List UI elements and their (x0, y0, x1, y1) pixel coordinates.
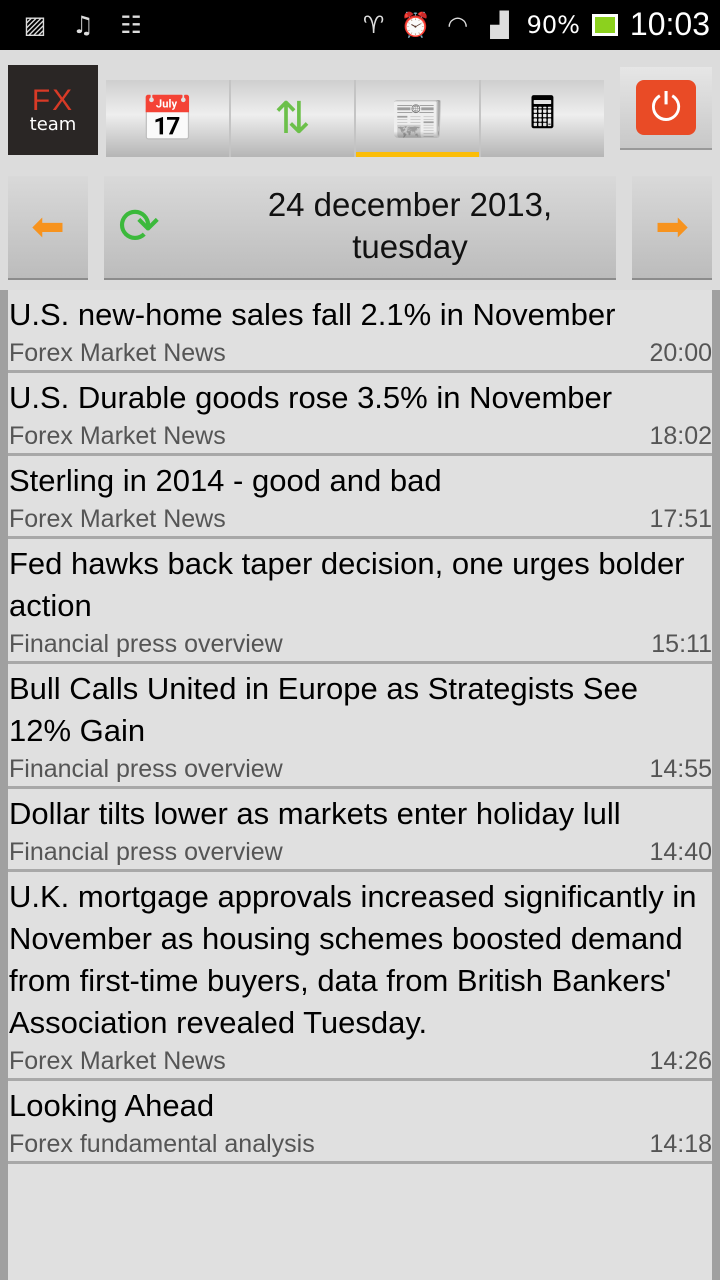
image-notification-icon: ▨ (23, 11, 47, 39)
date-label: 24 december 2013, (267, 186, 553, 223)
news-time: 14:18 (649, 1130, 712, 1158)
news-title: U.S. new-home sales fall 2.1% in Novembe… (9, 297, 616, 332)
clock: 10:03 (629, 6, 710, 42)
news-title: Sterling in 2014 - good and bad (9, 463, 442, 498)
news-title: U.S. Durable goods rose 3.5% in November (9, 380, 613, 415)
tab-news[interactable]: 📰 (356, 80, 481, 157)
nfc-icon: ♈ (362, 10, 385, 39)
news-time: 15:11 (651, 630, 712, 658)
up-down-arrows-icon: ⇅ (274, 93, 311, 144)
signal-icon: ▟ (490, 10, 509, 39)
news-item[interactable]: Looking Ahead Forex fundamental analysis… (8, 1081, 712, 1164)
news-source: Forex Market News (9, 422, 226, 450)
news-title: U.K. mortgage approvals increased signif… (9, 879, 697, 1040)
news-title: Bull Calls United in Europe as Strategis… (9, 671, 638, 748)
news-time: 17:51 (649, 505, 712, 533)
news-list: U.S. new-home sales fall 2.1% in Novembe… (0, 290, 720, 1280)
previous-day-button[interactable]: ⬅ (8, 176, 88, 280)
weekday-label: tuesday (352, 228, 468, 265)
calculator-icon: 🖩 (529, 88, 556, 139)
power-button[interactable]: ⏻ (620, 67, 712, 150)
news-item[interactable]: Dollar tilts lower as markets enter holi… (8, 789, 712, 872)
battery-percent: 90% (526, 10, 580, 39)
tab-calculator[interactable]: 🖩 (481, 80, 604, 157)
news-source: Forex Market News (9, 505, 226, 533)
date-navigation: ⬅ ⟳ 24 december 2013, tuesday ➡ (0, 165, 720, 290)
tab-calendar[interactable]: 📅 (106, 80, 231, 157)
news-time: 14:26 (649, 1047, 712, 1075)
news-source: Financial press overview (9, 838, 283, 866)
news-time: 14:40 (649, 838, 712, 866)
app-logo: FX team (8, 65, 98, 155)
news-source: Forex fundamental analysis (9, 1130, 315, 1158)
news-item[interactable]: U.S. new-home sales fall 2.1% in Novembe… (8, 290, 712, 373)
next-day-button[interactable]: ➡ (632, 176, 712, 280)
news-time: 18:02 (649, 422, 712, 450)
power-icon: ⏻ (636, 80, 696, 135)
news-title: Dollar tilts lower as markets enter holi… (9, 796, 621, 831)
calendar-icon: 📅 (140, 93, 195, 145)
news-item[interactable]: U.S. Durable goods rose 3.5% in November… (8, 373, 712, 456)
arrow-left-icon: ⬅ (31, 204, 65, 250)
news-item[interactable]: Sterling in 2014 - good and bad Forex Ma… (8, 456, 712, 539)
sync-error-icon: ☷ (120, 11, 142, 39)
refresh-icon: ⟳ (118, 197, 160, 255)
news-title: Fed hawks back taper decision, one urges… (9, 546, 685, 623)
news-item[interactable]: Bull Calls United in Europe as Strategis… (8, 664, 712, 789)
news-source: Forex Market News (9, 339, 226, 367)
news-time: 14:55 (649, 755, 712, 783)
news-item[interactable]: Fed hawks back taper decision, one urges… (8, 539, 712, 664)
news-source: Forex Market News (9, 1047, 226, 1075)
wifi-icon: ◠ (447, 10, 469, 39)
tab-quotes[interactable]: ⇅ (231, 80, 356, 157)
alarm-icon: ⏰ (400, 10, 431, 39)
status-bar: ▨ ♫ ☷ ♈ ⏰ ◠ ▟ 90% 10:03 (0, 0, 720, 50)
media-notification-icon: ♫ (72, 11, 94, 39)
news-source: Financial press overview (9, 630, 283, 658)
toolbar: FX team 📅 ⇅ 📰 🖩 ⏻ (0, 50, 720, 165)
news-title: Looking Ahead (9, 1088, 215, 1123)
news-item[interactable]: U.K. mortgage approvals increased signif… (8, 872, 712, 1081)
battery-icon (591, 13, 618, 36)
news-time: 20:00 (649, 339, 712, 367)
arrow-right-icon: ➡ (655, 204, 689, 250)
newspaper-icon: 📰 (390, 93, 445, 145)
date-refresh-button[interactable]: ⟳ 24 december 2013, tuesday (104, 176, 616, 280)
tab-bar: 📅 ⇅ 📰 🖩 (106, 80, 604, 157)
news-source: Financial press overview (9, 755, 283, 783)
